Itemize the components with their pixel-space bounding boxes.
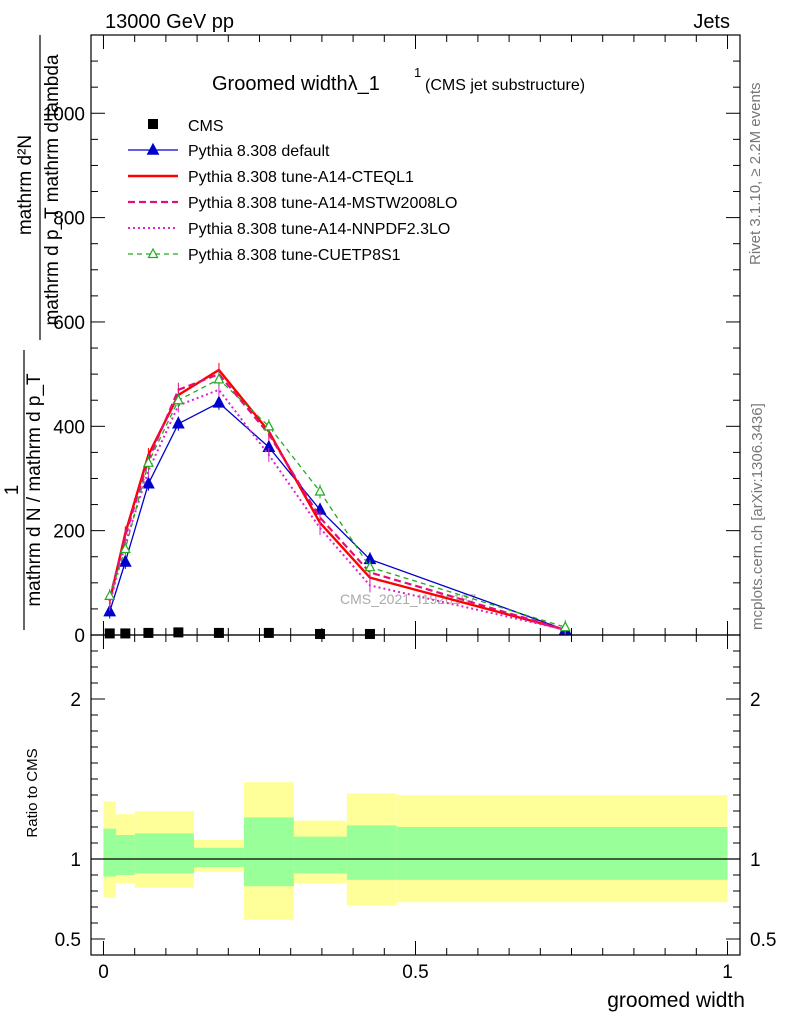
ratio-band-stat-6 [346, 825, 397, 880]
legend-marker-4 [147, 247, 159, 259]
data-point-cms [213, 627, 224, 638]
data-point-cms [315, 628, 326, 639]
y-label-top-denominator: mathrm d p_T mathrm d lambda [42, 54, 63, 325]
side-label-rivet: Rivet 3.1.10, ≥ 2.2M events [747, 83, 764, 266]
legend: CMS Pythia 8.308 default Pythia 8.308 tune… [128, 118, 457, 264]
legend-label-3: Pythia 8.308 tune-A14-NNPDF2.3LO [188, 221, 450, 238]
legend-marker-0 [146, 142, 160, 155]
plot-title: Groomed widthλ_1 1 (CMS jet substructure… [212, 65, 585, 95]
ratio-band-stat-4 [243, 817, 294, 887]
series-point-4 [263, 420, 275, 431]
series-4 [104, 372, 571, 635]
series-point-4 [104, 589, 116, 600]
data-point-cms [120, 628, 131, 639]
ratio-tick-label-right-0: 0.5 [750, 930, 776, 951]
series-point-4 [142, 456, 154, 467]
data-point-cms [104, 628, 115, 639]
ratio-tick-label-left-2: 2 [70, 690, 81, 711]
watermark: CMS_2021_I1920187 [340, 591, 476, 607]
y-label-top-numerator: mathrm d²N [15, 135, 36, 235]
y-tick-label-2: 400 [53, 417, 85, 438]
ratio-band-stat-7 [396, 827, 728, 880]
ratio-band-stat-2 [134, 833, 194, 874]
y-tick-label-3: 600 [53, 313, 85, 334]
y-label-bottom-denominator: mathrm d N / mathrm d p_T [24, 373, 45, 607]
series-line-2 [108, 372, 566, 631]
title-main: Groomed widthλ_1 [212, 73, 380, 95]
legend-label-2: Pythia 8.308 tune-A14-MSTW2008LO [188, 195, 457, 212]
legend-label-4: Pythia 8.308 tune-CUETP8S1 [188, 247, 401, 264]
y-axis-label-main: mathrm d²N mathrm d p_T mathrm d lambda … [2, 35, 63, 630]
series-point-4 [314, 485, 326, 496]
ratio-plot: 0 0.5 1 0.5 0.5 1 1 2 2 [55, 634, 776, 983]
series-point-4 [172, 393, 184, 405]
header-left: 13000 GeV pp [105, 11, 234, 33]
ratio-tick-label-left-0: 0.5 [55, 930, 81, 951]
data-point-cms [364, 628, 375, 639]
series-point-0 [212, 395, 226, 408]
series-line-3 [108, 388, 566, 631]
side-label-mcplots: mcplots.cern.ch [arXiv:1306.3436] [749, 403, 766, 630]
y-tick-label-1: 200 [53, 522, 85, 543]
legend-label-cms: CMS [188, 118, 224, 135]
main-plot: 0 200 400 600 800 1000 [43, 34, 741, 647]
y-label-bottom-numerator: 1 [2, 485, 23, 496]
series-point-0 [142, 476, 155, 489]
series-line-0 [109, 402, 566, 631]
ratio-band-stat-3 [193, 847, 244, 867]
data-point-cms [173, 627, 184, 638]
series-point-0 [118, 554, 132, 567]
series-0 [103, 395, 572, 635]
y-tick-label-0: 0 [74, 626, 85, 647]
series-point-0 [171, 416, 185, 429]
title-subtitle: (CMS jet substructure) [425, 77, 585, 94]
ratio-band-stat-5 [293, 836, 347, 874]
x-tick-label-2: 1 [722, 962, 733, 983]
series-line-4 [109, 378, 566, 628]
data-point-cms [143, 627, 154, 638]
x-tick-label-1: 0.5 [402, 962, 428, 983]
ratio-band-stat-0 [103, 828, 116, 877]
ratio-tick-label-left-1: 1 [70, 850, 81, 871]
y-tick-label-4: 800 [53, 209, 85, 230]
series-point-4 [213, 373, 225, 384]
ratio-band-stat-1 [115, 835, 135, 875]
data-point-cms [263, 627, 274, 638]
legend-label-1: Pythia 8.308 tune-A14-CTEQL1 [188, 169, 414, 186]
legend-marker-cms [148, 119, 158, 129]
ratio-tick-label-right-2: 2 [750, 690, 761, 711]
series-point-4 [364, 560, 376, 572]
legend-label-0: Pythia 8.308 default [188, 143, 330, 160]
series-point-4 [119, 542, 131, 554]
title-superscript: 1 [414, 65, 421, 80]
ratio-tick-label-right-1: 1 [750, 850, 761, 871]
x-axis-label: groomed width [607, 989, 745, 1012]
y-tick-label-5: 1000 [43, 104, 85, 125]
header-right: Jets [693, 11, 730, 33]
series-point-4 [559, 620, 571, 632]
x-tick-label-0: 0 [98, 962, 109, 983]
y-axis-label-ratio: Ratio to CMS [24, 748, 41, 837]
